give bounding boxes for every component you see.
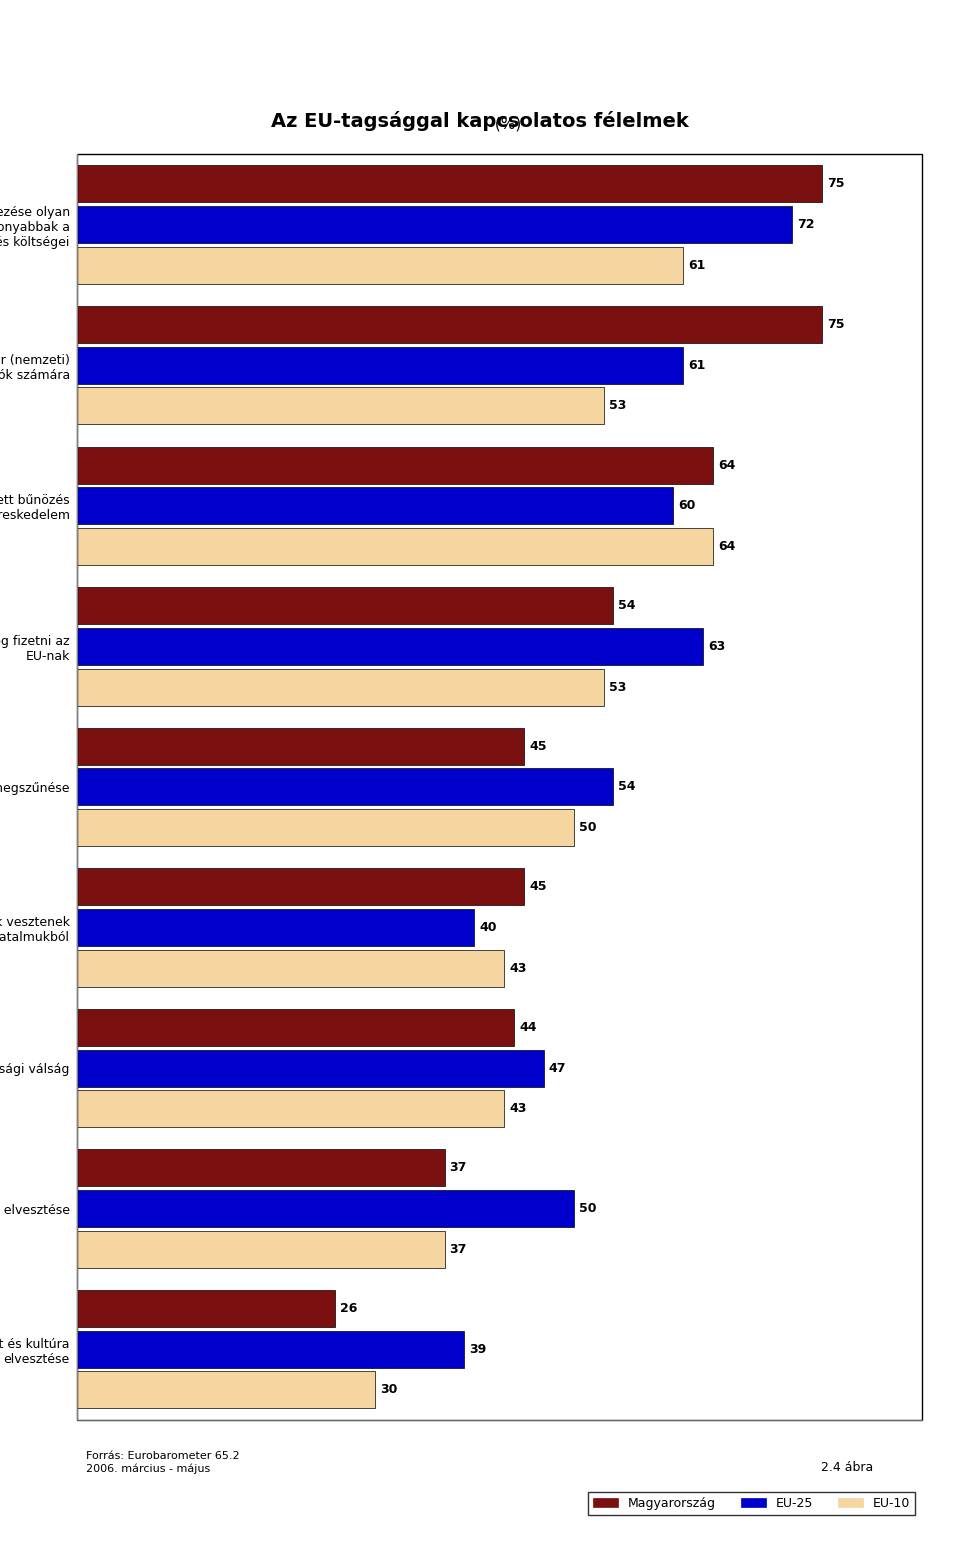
Bar (77, 1049, 544, 1086)
Text: 37: 37 (449, 1162, 467, 1174)
Bar (77, 768, 613, 805)
Text: 75: 75 (828, 318, 845, 332)
Text: 60: 60 (678, 500, 695, 512)
Text: 75: 75 (828, 177, 845, 190)
Bar (77, 809, 574, 846)
Text: 53: 53 (609, 680, 626, 693)
Text: 43: 43 (509, 961, 526, 975)
Text: 37: 37 (449, 1242, 467, 1256)
Bar (77, 446, 713, 483)
Bar (77, 1330, 465, 1367)
Text: 64: 64 (718, 458, 735, 472)
Text: 47: 47 (549, 1062, 566, 1074)
Bar (77, 306, 822, 343)
Text: 2.4 ábra: 2.4 ábra (822, 1461, 874, 1474)
Text: 50: 50 (579, 1202, 596, 1216)
Text: 72: 72 (798, 218, 815, 231)
Text: 63: 63 (708, 640, 725, 653)
Bar (77, 869, 524, 906)
Bar (77, 1150, 444, 1187)
Bar (77, 528, 713, 565)
Bar (77, 247, 684, 284)
Bar (77, 668, 604, 705)
Bar (77, 347, 684, 384)
Text: 64: 64 (718, 540, 735, 552)
Text: 44: 44 (519, 1021, 537, 1034)
Text: Forrás: Eurobarometer 65.2
2006. március - május: Forrás: Eurobarometer 65.2 2006. március… (86, 1452, 240, 1474)
Bar (77, 154, 922, 1420)
Bar (77, 165, 822, 202)
Bar (77, 728, 524, 765)
Bar (77, 1091, 504, 1128)
Bar (77, 909, 474, 946)
Text: 43: 43 (509, 1102, 526, 1116)
Bar (77, 1231, 444, 1268)
Text: 50: 50 (579, 821, 596, 835)
Text: 45: 45 (529, 739, 546, 753)
Bar (77, 949, 504, 986)
Text: (%): (%) (490, 116, 521, 131)
Bar (77, 207, 792, 244)
Text: 40: 40 (479, 921, 497, 934)
Bar (77, 1290, 335, 1327)
Legend: Magyarország, EU-25, EU-10: Magyarország, EU-25, EU-10 (588, 1492, 915, 1515)
Text: 54: 54 (618, 599, 636, 613)
Bar (77, 1372, 375, 1409)
Text: 54: 54 (618, 781, 636, 793)
Bar (77, 628, 703, 665)
Bar (77, 1190, 574, 1227)
Text: 61: 61 (688, 358, 706, 372)
Text: 39: 39 (469, 1342, 487, 1356)
Bar (77, 488, 673, 525)
Bar (77, 1009, 515, 1046)
Text: 45: 45 (529, 881, 546, 893)
Text: 30: 30 (380, 1384, 397, 1396)
Text: 26: 26 (340, 1302, 357, 1315)
Text: 61: 61 (688, 259, 706, 272)
Bar (77, 588, 613, 625)
Bar (77, 387, 604, 424)
Text: Az EU-tagsággal kapcsolatos félelmek: Az EU-tagsággal kapcsolatos félelmek (271, 111, 689, 131)
Text: 53: 53 (609, 400, 626, 412)
